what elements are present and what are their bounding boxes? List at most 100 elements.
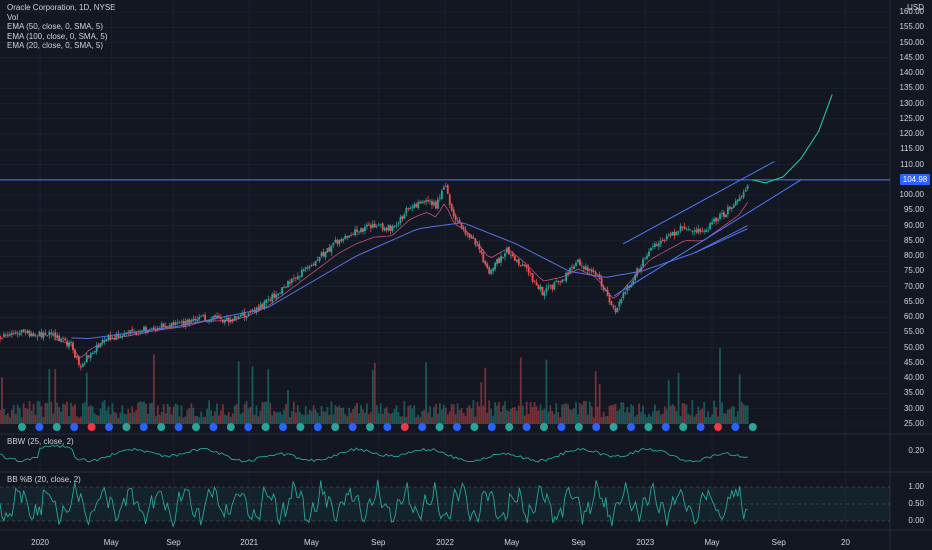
oscillator-tick-label: 1.00: [908, 482, 924, 491]
volume-bar: [581, 404, 583, 424]
volume-bar: [533, 402, 536, 424]
candle-body: [618, 301, 621, 307]
candle-body: [435, 201, 437, 209]
volume-bar: [541, 410, 544, 424]
candle-body: [239, 315, 242, 317]
volume-bar: [145, 403, 147, 424]
volume-bar: [340, 407, 343, 424]
time-tick-label: Sep: [166, 538, 181, 547]
candle-body: [107, 334, 110, 340]
volume-bar: [312, 405, 315, 424]
event-marker-icon: [105, 423, 113, 431]
volume-bar: [227, 412, 230, 424]
candle-body: [375, 226, 378, 227]
price-tick-label: 85.00: [903, 235, 924, 245]
volume-bar: [456, 403, 459, 424]
volume-bar: [721, 402, 723, 424]
event-marker-icon: [383, 423, 392, 431]
volume-bar: [298, 411, 301, 424]
volume-bar: [543, 408, 546, 424]
volume-bar: [446, 414, 449, 424]
volume-bar: [442, 404, 445, 424]
candle-body: [200, 315, 203, 317]
event-marker-icon: [174, 423, 183, 431]
price-tick-label: 155.00: [899, 22, 924, 32]
volume-bar: [10, 409, 13, 424]
candle-body: [135, 331, 138, 335]
candle-body: [377, 224, 380, 226]
candle-body: [249, 312, 252, 314]
candle-body: [131, 329, 134, 332]
candle-body: [553, 282, 556, 290]
candle-body: [87, 355, 90, 358]
candle-body: [395, 225, 398, 227]
volume-bar: [194, 415, 197, 424]
candle-body: [612, 305, 615, 308]
volume-bar: [521, 405, 524, 424]
candle-body: [1, 338, 3, 340]
candle-body: [740, 196, 743, 198]
candle-body: [417, 202, 420, 208]
candle-body: [602, 286, 605, 291]
volume-bar: [604, 416, 607, 424]
candle-body: [642, 259, 644, 267]
event-marker-icon: [244, 423, 253, 431]
candle-body: [592, 270, 595, 273]
candle-body: [76, 356, 78, 358]
time-tick-label: May: [704, 538, 720, 547]
volume-bar: [476, 401, 479, 424]
volume-bar: [460, 408, 463, 424]
candle-body: [259, 304, 262, 310]
volume-bar: [38, 401, 41, 424]
candle-body: [204, 315, 207, 321]
volume-bar: [296, 405, 299, 424]
volume-bar: [180, 405, 183, 424]
candle-body: [622, 292, 625, 299]
volume-bar: [324, 411, 327, 424]
candle-body: [117, 333, 120, 337]
candle-body: [119, 335, 122, 337]
volume-bar: [592, 417, 595, 424]
volume-bar: [154, 416, 157, 424]
volume-bar: [22, 403, 25, 424]
event-marker-icon: [70, 423, 79, 431]
volume-bar: [389, 414, 392, 424]
candle-body: [517, 259, 520, 265]
volume-bar: [115, 412, 118, 424]
volume-bar: [519, 357, 522, 424]
volume-bar: [575, 402, 577, 424]
volume-bar: [206, 408, 209, 424]
volume-bar: [275, 412, 278, 424]
candle-body: [486, 263, 489, 268]
candle-body: [545, 288, 548, 292]
candle-body: [725, 214, 727, 218]
candle-body: [48, 331, 51, 336]
candle-body: [685, 228, 688, 230]
volume-bar: [261, 402, 264, 424]
candle-body: [356, 229, 358, 232]
volume-bar: [150, 402, 153, 424]
price-tick-label: 95.00: [903, 205, 924, 215]
candle-body: [438, 197, 441, 199]
candle-body: [30, 333, 33, 337]
candle-body: [111, 337, 114, 339]
candle-body: [655, 244, 658, 246]
candle-body: [160, 323, 163, 330]
volume-bar: [703, 402, 706, 424]
event-marker-icon: [522, 423, 531, 431]
candle-body: [464, 229, 467, 235]
candle-body: [498, 257, 500, 264]
candle-body: [95, 345, 98, 352]
candle-body: [326, 248, 329, 253]
volume-bar: [174, 403, 177, 424]
candle-body: [243, 312, 246, 318]
candle-body: [79, 366, 82, 368]
volume-bar: [638, 403, 641, 424]
candle-body: [391, 226, 394, 231]
candle-body: [245, 317, 248, 318]
volume-bar: [508, 411, 510, 424]
candle-body: [18, 332, 21, 335]
volume-bar: [681, 403, 684, 424]
